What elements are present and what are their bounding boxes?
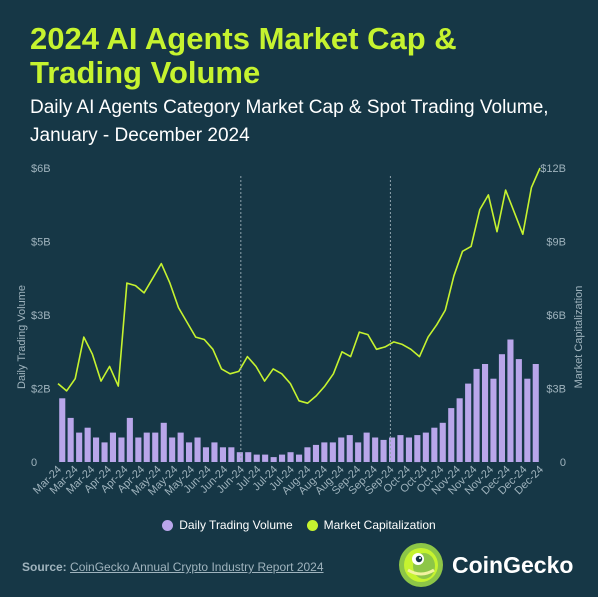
volume-bar	[338, 437, 345, 462]
volume-bar	[355, 442, 362, 462]
volume-bar	[346, 435, 353, 463]
volume-bar	[177, 432, 184, 462]
volume-bar	[287, 452, 294, 462]
volume-swatch	[162, 519, 174, 531]
y-right-tick-label: $3B	[546, 384, 566, 396]
volume-bar	[160, 422, 167, 462]
y-left-tick-label: 0	[31, 457, 37, 469]
y-right-tick-label: $12B	[540, 163, 566, 175]
y-left-axis-title: Daily Trading Volume	[16, 285, 28, 389]
source-link[interactable]: CoinGecko Annual Crypto Industry Report …	[70, 560, 324, 574]
volume-bar	[312, 444, 319, 462]
volume-bar	[414, 435, 421, 463]
volume-bar	[194, 437, 201, 462]
y-left-tick-label: $3B	[31, 310, 51, 322]
volume-bar	[465, 383, 472, 462]
volume-bar	[490, 378, 497, 462]
volume-bar	[67, 417, 74, 462]
volume-bar	[389, 437, 396, 462]
volume-bar	[211, 442, 218, 462]
volume-bar	[329, 442, 336, 462]
volume-bar	[279, 454, 286, 462]
volume-bar	[321, 442, 328, 462]
volume-bar	[482, 364, 489, 462]
volume-bar	[135, 437, 142, 462]
y-right-axis-title: Market Capitalization	[573, 286, 585, 389]
volume-bar	[456, 398, 463, 462]
volume-bar	[304, 447, 311, 462]
volume-bar	[363, 432, 370, 462]
volume-bar	[296, 454, 303, 462]
volume-bar	[448, 408, 455, 462]
legend-item-volume: Daily Trading Volume	[162, 518, 293, 532]
volume-bar	[93, 437, 100, 462]
volume-bar	[262, 454, 269, 462]
volume-bar	[532, 364, 539, 462]
volume-bar	[524, 378, 531, 462]
volume-bar	[372, 437, 379, 462]
volume-bar	[422, 432, 429, 462]
volume-bar	[202, 447, 209, 462]
volume-bar	[431, 427, 438, 462]
cap-swatch	[306, 519, 318, 531]
market-cap-line	[57, 167, 541, 405]
volume-bar	[152, 432, 159, 462]
volume-bar	[253, 454, 260, 462]
volume-bar	[515, 359, 522, 462]
volume-bar	[270, 457, 277, 462]
chart-title: 2024 AI Agents Market Cap & Trading Volu…	[30, 21, 457, 90]
legend: Daily Trading Volume Market Capitalizati…	[0, 518, 598, 532]
market-cap-line-group	[57, 167, 541, 405]
gecko-icon	[399, 543, 443, 587]
volume-bar	[118, 437, 125, 462]
coingecko-logo: CoinGecko	[398, 542, 573, 588]
brand-name: CoinGecko	[452, 551, 574, 578]
legend-cap-label: Market Capitalization	[323, 518, 436, 532]
y-right-tick-label: $9B	[546, 237, 566, 249]
source-label: Source:	[22, 560, 67, 574]
y-left-tick-label: $6B	[31, 163, 51, 175]
chart-subtitle: Daily AI Agents Category Market Cap & Sp…	[30, 97, 549, 146]
y-right-tick-label: $6B	[546, 310, 566, 322]
y-left-tick-label: $2B	[31, 384, 51, 396]
volume-bar	[109, 432, 116, 462]
volume-bar	[101, 442, 108, 462]
volume-bars	[59, 339, 539, 463]
volume-bar	[228, 447, 235, 462]
y-left-tick-label: $5B	[31, 237, 51, 249]
volume-bar	[76, 432, 83, 462]
volume-bar	[473, 368, 480, 462]
volume-bar	[169, 437, 176, 462]
volume-bar	[439, 422, 446, 462]
volume-bar	[84, 427, 91, 462]
volume-bar	[59, 398, 66, 462]
source-note: Source: CoinGecko Annual Crypto Industry…	[22, 560, 324, 574]
volume-bar	[219, 447, 226, 462]
volume-bar	[245, 452, 252, 462]
volume-bar	[126, 417, 133, 462]
legend-item-cap: Market Capitalization	[306, 518, 436, 532]
volume-bar	[397, 435, 404, 463]
volume-bar	[236, 452, 243, 462]
y-right-tick-label: 0	[560, 457, 566, 469]
volume-bar	[380, 439, 387, 462]
volume-bar	[498, 354, 505, 462]
volume-bar	[143, 432, 150, 462]
volume-bar	[405, 437, 412, 462]
volume-bar	[186, 442, 193, 462]
volume-bar	[507, 339, 514, 462]
legend-volume-label: Daily Trading Volume	[179, 518, 293, 532]
